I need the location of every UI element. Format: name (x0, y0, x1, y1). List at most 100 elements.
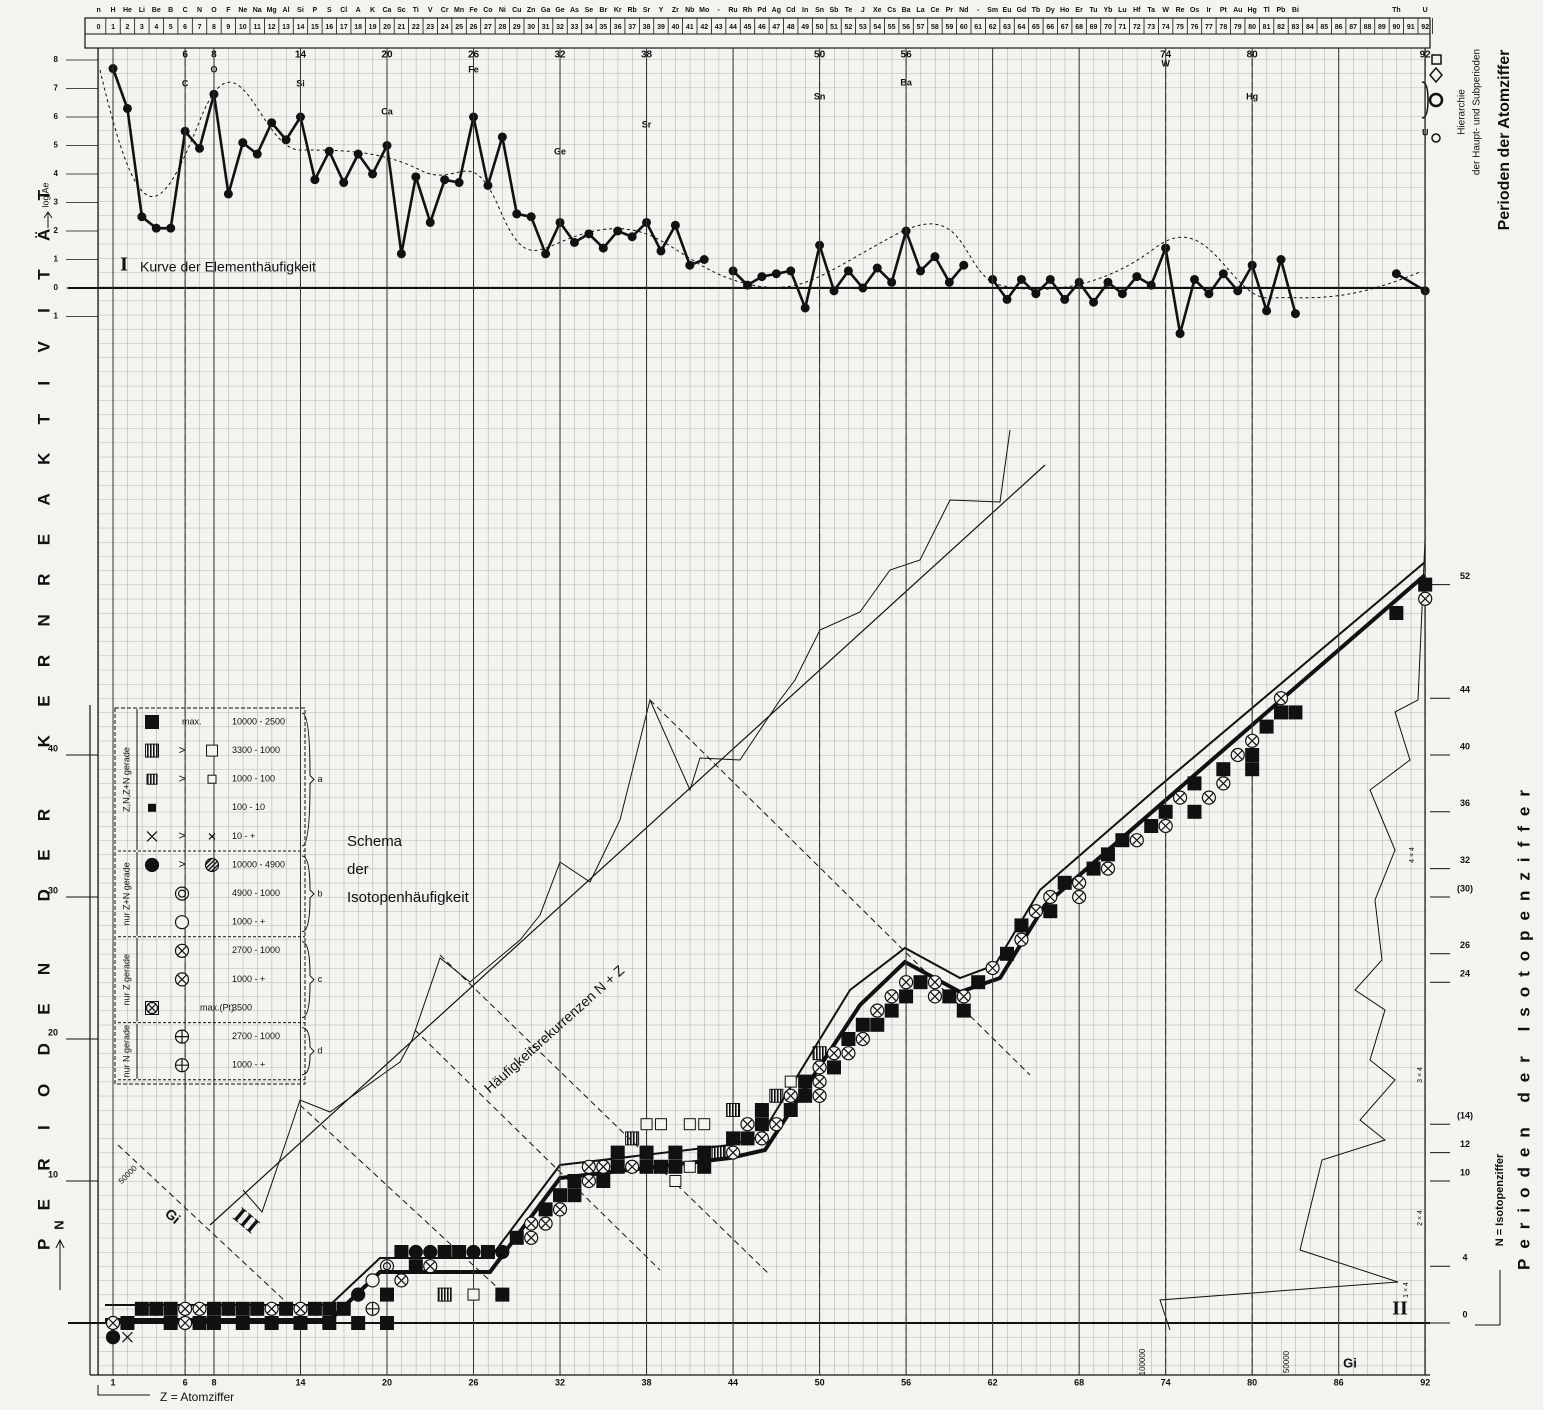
atomic-number: 77 (1205, 24, 1213, 31)
isotope-mark (163, 1316, 178, 1330)
isotope-mark (538, 1202, 553, 1217)
legend-symbol (145, 715, 159, 729)
element-symbol: Lu (1118, 7, 1127, 14)
isotope-mark (122, 1331, 133, 1343)
isotope-mark (192, 1301, 207, 1316)
isotope-mark (1230, 747, 1245, 763)
atomic-number: 91 (1407, 24, 1415, 31)
right-title-top: Perioden der Atomziffer (1496, 50, 1513, 231)
y-tick-label: 6 (54, 112, 59, 121)
isotope-mark (293, 1301, 308, 1316)
isotope-mark (1288, 705, 1303, 720)
atomic-number: 46 (758, 24, 766, 31)
isotope-mark (913, 975, 928, 990)
isotope-mark (639, 1159, 654, 1174)
isotope-mark (784, 1075, 797, 1088)
atomic-number: 23 (426, 24, 434, 31)
abundance-point (454, 178, 464, 188)
isotope-mark (725, 1145, 741, 1160)
y-tick-label: 3 (54, 198, 59, 207)
abundance-point (425, 217, 435, 227)
element-symbol: Cu (512, 7, 521, 14)
z-arrow (97, 1385, 150, 1396)
legend-letter: a (317, 774, 322, 784)
isotope-mark (884, 989, 899, 1004)
atomic-number: 92 (1421, 24, 1429, 31)
isotope-mark (769, 1117, 784, 1132)
isotope-mark (812, 1088, 827, 1103)
atomic-number: 13 (282, 24, 290, 31)
element-symbol: Se (585, 7, 594, 14)
atomic-number: 41 (686, 24, 694, 31)
isotope-mark (336, 1301, 351, 1316)
element-symbol: C (183, 7, 188, 14)
isotope-mark (1000, 946, 1015, 961)
abundance-point (137, 212, 147, 222)
element-symbol: Tb (1032, 7, 1041, 14)
atomic-number: 44 (729, 24, 737, 31)
atomic-number: 38 (643, 24, 651, 31)
element-symbol: La (916, 7, 924, 14)
atomic-number: 16 (325, 24, 333, 31)
x-tick-label: 68 (1074, 1377, 1084, 1387)
atomic-number: 59 (945, 24, 953, 31)
element-symbol: Yb (1103, 7, 1112, 14)
element-symbol: In (802, 7, 808, 14)
isotope-mark (1418, 591, 1433, 606)
atomic-number: 68 (1075, 24, 1083, 31)
isotope-mark (351, 1316, 366, 1330)
legend-symbol (148, 803, 156, 812)
atomic-number: 90 (1392, 24, 1400, 31)
abundance-point (1218, 269, 1228, 279)
scale-label: 50000 (1282, 1350, 1291, 1373)
isotope-mark (437, 1245, 452, 1259)
atomic-number: 61 (974, 24, 982, 31)
element-symbol: Er (1075, 7, 1083, 14)
isotope-mark (726, 1103, 741, 1117)
isotope-mark (740, 1117, 755, 1132)
y2-tick-label: 10 (1460, 1167, 1470, 1177)
isotope-mark (855, 1017, 870, 1032)
isotope-mark (1100, 847, 1115, 862)
y2-tick-label: (30) (1457, 883, 1473, 893)
legend-arrow: > (178, 771, 185, 785)
isotope-mark (163, 1301, 178, 1316)
isotope-mark (1158, 804, 1173, 819)
atomic-number: 73 (1147, 24, 1155, 31)
element-symbol: Co (483, 7, 492, 14)
isotope-mark (683, 1160, 696, 1173)
isotope-mark (105, 1330, 121, 1345)
element-symbol: Ni (499, 7, 506, 14)
abundance-point (526, 212, 536, 222)
element-symbol: Sm (987, 7, 998, 14)
x-tick-label: 56 (901, 1377, 911, 1387)
element-symbol: Sc (397, 7, 406, 14)
isotope-mark (408, 1259, 423, 1274)
x-tick-label: 86 (1334, 1377, 1344, 1387)
atomic-number: 8 (212, 24, 216, 31)
abundance-point (324, 146, 334, 156)
atomic-number: 18 (354, 24, 362, 31)
isotope-mark (524, 1230, 539, 1245)
isotope-mark (870, 1003, 885, 1018)
legend-letter: b (317, 888, 322, 898)
atomic-number: 82 (1277, 24, 1285, 31)
element-symbol: Cs (887, 7, 896, 14)
isotope-mark (235, 1316, 250, 1330)
isotope-mark (726, 1131, 741, 1146)
legend-symbol (174, 972, 190, 987)
x-tick-label: 32 (555, 1377, 565, 1387)
isotope-mark (754, 1131, 770, 1146)
atomic-number: 17 (340, 24, 348, 31)
legend-symbol (174, 943, 190, 958)
abundance-point (858, 283, 868, 293)
isotope-mark (293, 1316, 308, 1330)
x-tick-label: 14 (295, 1377, 305, 1387)
element-symbol: Ne (238, 7, 247, 14)
abundance-point (1117, 289, 1127, 299)
atomic-number: 85 (1320, 24, 1328, 31)
legend-range: 1000 - + (232, 1060, 265, 1070)
y-tick-label: 7 (54, 84, 59, 93)
element-symbol: Bi (1292, 7, 1299, 14)
abundance-point (1175, 329, 1185, 339)
